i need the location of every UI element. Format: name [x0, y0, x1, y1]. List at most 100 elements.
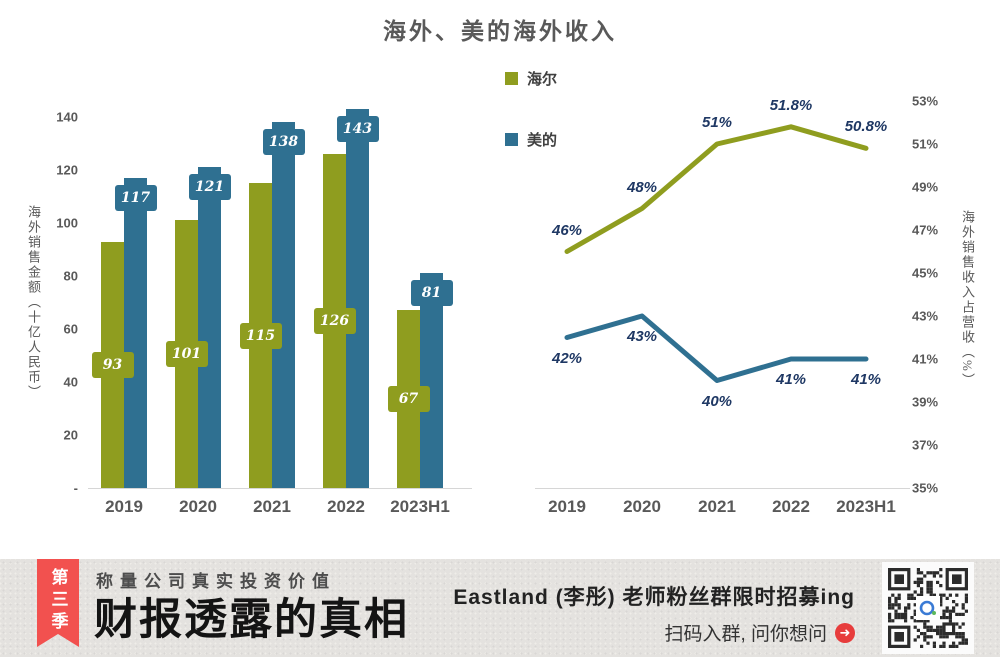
qr-module — [894, 600, 898, 604]
qr-module — [926, 625, 930, 629]
qr-module — [932, 593, 936, 597]
qr-module — [958, 641, 962, 645]
qr-module — [961, 612, 965, 616]
qr-module — [926, 628, 930, 632]
qr-module — [964, 593, 968, 597]
qr-module — [894, 609, 898, 613]
qr-module — [916, 628, 920, 632]
qr-module — [955, 644, 959, 648]
legend-item-midea: 美的 — [505, 129, 557, 150]
qr-module — [923, 638, 927, 642]
qr-module — [913, 638, 917, 642]
qr-module — [939, 574, 943, 578]
qr-module — [929, 587, 933, 591]
qr-module — [920, 632, 924, 636]
qr-module — [932, 574, 936, 578]
qr-module — [916, 577, 920, 581]
qr-module — [913, 609, 917, 613]
qr-module — [948, 612, 952, 616]
qr-module — [907, 606, 911, 610]
qr-module — [948, 619, 952, 623]
line-y-tick: 43% — [912, 308, 939, 324]
qr-module — [939, 635, 943, 639]
qr-module — [929, 635, 933, 639]
haier-bar — [175, 220, 198, 488]
line-y-tick: 51% — [912, 136, 939, 152]
qr-module — [964, 596, 968, 600]
qr-module — [936, 580, 940, 584]
qr-module — [907, 596, 911, 600]
bar-value-callout: 117 — [114, 184, 157, 211]
line-y-tick: 35% — [912, 480, 939, 496]
qr-module — [913, 612, 917, 616]
line-y-tick: 39% — [912, 394, 939, 410]
bar-x-label: 2019 — [105, 497, 143, 516]
line-point-label: 40% — [701, 392, 733, 410]
qr-module — [929, 584, 933, 588]
bar-x-label: 2021 — [253, 497, 291, 516]
line-x-label: 2022 — [772, 497, 810, 516]
line-point-label: 42% — [551, 349, 583, 367]
bar-chart-y-axis-title: 海外销售金额（十亿人民币） — [26, 205, 41, 400]
qr-module — [926, 580, 930, 584]
qr-module — [897, 606, 901, 610]
qr-module — [961, 606, 965, 610]
qr-module — [904, 606, 908, 610]
haier-line-series — [564, 124, 869, 254]
qr-module — [961, 635, 965, 639]
qr-module — [942, 612, 946, 616]
qr-module — [907, 593, 911, 597]
qr-module — [900, 612, 904, 616]
qr-module — [952, 609, 956, 613]
qr-module — [900, 616, 904, 620]
qr-module — [936, 625, 940, 629]
line-point-label: 43% — [626, 328, 658, 345]
bar-value-callout: 126 — [313, 308, 356, 335]
qr-module — [894, 596, 898, 600]
qr-module — [897, 593, 901, 597]
haier-bar — [249, 183, 272, 488]
qr-module — [891, 593, 895, 597]
qr-module — [958, 625, 962, 629]
qr-module — [910, 596, 914, 600]
qr-module — [926, 619, 930, 623]
qr-finder — [894, 632, 904, 642]
bar-y-tick: 20 — [63, 427, 78, 443]
line-x-label: 2023H1 — [836, 497, 896, 516]
qr-module — [942, 593, 946, 597]
qr-module — [942, 609, 946, 613]
qr-module — [916, 568, 920, 572]
legend-label-haier: 海尔 — [527, 71, 558, 88]
qr-module — [952, 641, 956, 645]
bar-y-tick: 120 — [56, 162, 78, 178]
qr-module — [920, 577, 924, 581]
qr-module — [961, 622, 965, 626]
qr-module — [923, 635, 927, 639]
qr-module — [929, 625, 933, 629]
qr-module — [936, 628, 940, 632]
line-x-label: 2020 — [623, 497, 661, 516]
qr-module — [894, 616, 898, 620]
line-chart-baseline — [535, 488, 910, 489]
legend-item-haier: 海尔 — [505, 68, 557, 89]
haier-bar — [323, 154, 346, 488]
qr-module — [920, 571, 924, 575]
line-chart-y-axis-title: 海外销售收入占营收（%） — [960, 210, 975, 388]
qr-module — [910, 593, 914, 597]
bar-value-callout: 93 — [91, 351, 134, 378]
bar-y-tick-zero: - — [73, 480, 78, 496]
qr-module — [888, 606, 892, 610]
footer-title: 财报透露的真相 — [94, 597, 409, 644]
qr-module — [913, 619, 917, 623]
qr-module — [929, 628, 933, 632]
qr-module — [897, 612, 901, 616]
qr-module — [897, 596, 901, 600]
qr-module — [958, 635, 962, 639]
qr-module — [916, 619, 920, 623]
haier-bar — [397, 310, 420, 488]
qr-module — [939, 596, 943, 600]
chart-title: 海外、美的海外收入 — [383, 19, 617, 44]
qr-module — [961, 641, 965, 645]
qr-module — [894, 612, 898, 616]
